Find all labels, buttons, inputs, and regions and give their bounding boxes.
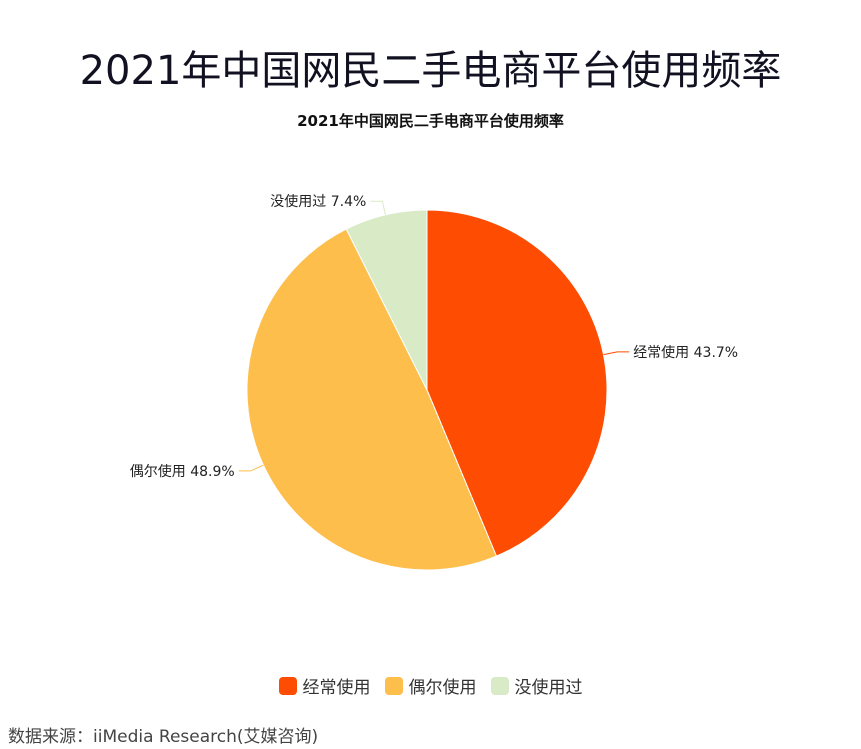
pie-slice-frequent[interactable] [426, 209, 608, 557]
pie-slice-occasional[interactable] [246, 228, 498, 571]
leader-line [238, 464, 264, 472]
legend-item-never[interactable]: 没使用过 [490, 673, 583, 698]
legend-swatch [490, 676, 509, 695]
legend-item-frequent[interactable]: 经常使用 [278, 673, 371, 698]
chart-legend: 经常使用 偶尔使用 没使用过 [0, 673, 861, 698]
legend-label: 偶尔使用 [408, 678, 477, 698]
pie-slice-never[interactable] [345, 209, 428, 391]
slice-label-never: 没使用过 7.4% [270, 193, 366, 210]
data-source-note: 数据来源：iiMedia Research(艾媒咨询) [8, 727, 319, 747]
legend-label: 没使用过 [514, 678, 583, 698]
leader-line [370, 200, 386, 215]
legend-item-occasional[interactable]: 偶尔使用 [384, 673, 477, 698]
pie-chart: 经常使用 43.7% 偶尔使用 48.9% 没使用过 7.4% [130, 193, 738, 571]
leader-line [603, 351, 630, 356]
legend-swatch [278, 676, 297, 695]
slice-label-frequent: 经常使用 43.7% [633, 344, 738, 361]
slice-label-occasional: 偶尔使用 48.9% [130, 463, 235, 480]
legend-label: 经常使用 [302, 678, 371, 698]
legend-swatch [384, 676, 403, 695]
chart-title: 2021年中国网民二手电商平台使用频率 [297, 112, 564, 130]
page-title: 2021年中国网民二手电商平台使用频率 [79, 48, 782, 94]
